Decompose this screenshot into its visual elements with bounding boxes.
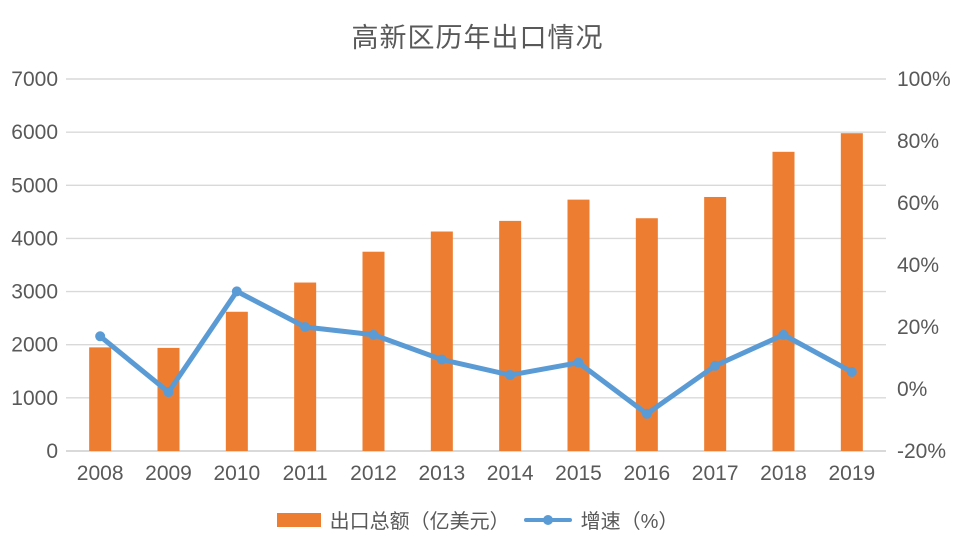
line-point-2017	[710, 360, 721, 371]
x-axis-label-2012: 2012	[350, 462, 397, 485]
bar-2013	[430, 231, 453, 451]
x-axis-label-2013: 2013	[418, 462, 465, 485]
left-axis-tick-label: 3000	[11, 281, 58, 304]
legend-item-exports: 出口总额（亿美元）	[276, 505, 510, 534]
left-axis-tick-label: 1000	[11, 387, 58, 410]
line-point-2016	[641, 408, 652, 419]
x-axis-label-2011: 2011	[283, 462, 328, 485]
right-axis-tick-label: 20%	[897, 316, 939, 339]
legend-item-growth: 增速（%）	[523, 505, 679, 534]
right-axis-tick-label: 40%	[897, 254, 939, 277]
x-axis-label-2018: 2018	[760, 462, 807, 485]
bar-2015	[567, 199, 590, 451]
x-axis-label-2017: 2017	[692, 462, 739, 485]
line-point-2014	[505, 370, 516, 381]
line-series-swatch-icon	[523, 514, 572, 526]
line-point-2015	[573, 357, 584, 368]
bar-2016	[635, 218, 658, 451]
left-axis-tick-label: 7000	[11, 68, 58, 91]
x-axis-label-2008: 2008	[77, 462, 124, 485]
right-axis-tick-label: 60%	[897, 192, 939, 215]
left-axis-tick-label: 4000	[11, 227, 58, 250]
bar-2014	[499, 220, 522, 451]
left-axis-tick-label: 0	[46, 440, 58, 463]
line-point-2011	[300, 322, 311, 332]
right-axis-tick-label: -20%	[897, 440, 946, 463]
line-point-2019	[846, 366, 857, 377]
x-axis-label-2016: 2016	[623, 462, 670, 485]
line-point-2009	[163, 387, 174, 398]
line-point-2010	[231, 286, 242, 297]
x-axis-label-2019: 2019	[828, 462, 875, 485]
x-axis-label-2009: 2009	[145, 462, 192, 485]
bar-2019	[840, 133, 863, 451]
legend-label-exports: 出口总额（亿美元）	[329, 511, 510, 533]
left-axis-tick-label: 5000	[11, 174, 58, 197]
x-axis-label-2014: 2014	[487, 462, 534, 485]
line-point-2012	[368, 329, 379, 340]
chart-legend: 出口总额（亿美元） 增速（%）	[0, 505, 955, 534]
line-point-2008	[95, 331, 106, 342]
left-axis-tick-label: 6000	[11, 121, 58, 144]
line-point-2013	[436, 354, 447, 365]
bar-2008	[89, 347, 112, 451]
growth-line	[97, 288, 855, 417]
bar-2012	[362, 251, 385, 451]
bar-series-swatch-icon	[276, 512, 321, 527]
bar-2010	[225, 311, 248, 451]
line-swatch-marker-icon	[542, 514, 553, 525]
legend-label-growth: 增速（%）	[580, 511, 679, 533]
bar-2009	[157, 347, 180, 451]
right-axis-tick-label: 80%	[897, 130, 939, 153]
bar-2018	[772, 151, 795, 451]
x-axis-label-2015: 2015	[555, 462, 602, 485]
line-point-2018	[778, 329, 789, 340]
left-axis-tick-label: 2000	[11, 334, 58, 357]
bar-2017	[704, 196, 727, 451]
bar-2011	[294, 282, 317, 451]
x-axis-label-2010: 2010	[213, 462, 260, 485]
chart-title: 高新区历年出口情况	[351, 23, 604, 53]
right-axis-tick-label: 100%	[897, 68, 951, 91]
right-axis-tick-label: 0%	[897, 378, 927, 401]
